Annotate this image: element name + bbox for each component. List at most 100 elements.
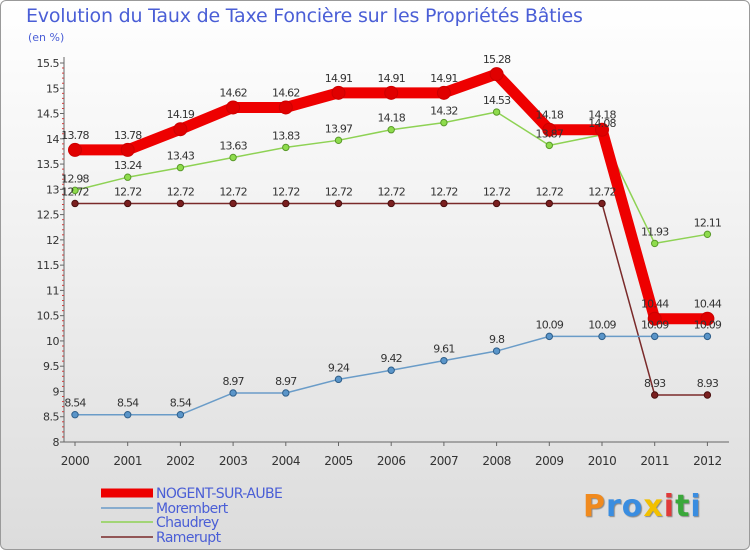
y-tick-label: 8 xyxy=(53,436,60,449)
data-label: 13.63 xyxy=(219,139,247,152)
data-label: 12.72 xyxy=(219,185,247,198)
data-point xyxy=(703,391,712,399)
data-label: 14.18 xyxy=(588,109,616,122)
data-label: 13.87 xyxy=(536,127,564,140)
logo-letter: i xyxy=(690,489,702,524)
legend-label: Chaudrey xyxy=(156,515,219,531)
y-tick-label: 13.5 xyxy=(37,158,60,171)
data-point xyxy=(387,199,395,208)
data-point xyxy=(176,411,185,419)
x-tick-label: 2003 xyxy=(219,454,248,468)
logo-letter: o xyxy=(621,489,644,524)
data-point xyxy=(282,143,290,152)
y-tick-label: 13 xyxy=(46,183,59,196)
y-tick-label: 15 xyxy=(46,82,59,95)
data-label: 13.83 xyxy=(272,129,300,142)
data-label: 12.72 xyxy=(114,185,142,198)
data-point xyxy=(334,136,343,145)
data-label: 9.8 xyxy=(489,333,505,346)
data-label: 14.62 xyxy=(219,86,247,99)
data-point xyxy=(700,311,715,326)
data-point xyxy=(440,356,448,365)
data-point xyxy=(384,85,399,100)
data-point xyxy=(173,122,188,137)
x-tick-label: 2006 xyxy=(377,454,406,468)
data-point xyxy=(124,199,132,208)
data-label: 13.78 xyxy=(114,129,142,142)
data-point xyxy=(124,411,132,419)
x-tick-label: 2008 xyxy=(482,454,511,468)
y-tick-label: 15.5 xyxy=(37,57,60,70)
data-label: 8.97 xyxy=(275,375,297,388)
legend-label: NOGENT-SUR-AUBE xyxy=(156,486,282,502)
data-label: 13.24 xyxy=(114,159,142,172)
logo-letter: x xyxy=(643,489,664,524)
data-point xyxy=(71,186,79,195)
data-point xyxy=(334,375,343,384)
data-point xyxy=(387,366,395,374)
logo-letter: i xyxy=(663,489,676,524)
data-label: 8.93 xyxy=(697,377,719,390)
y-tick-label: 14.5 xyxy=(37,108,60,121)
data-point xyxy=(176,199,185,208)
data-point xyxy=(436,85,451,100)
proxiti-logo: Proxiti xyxy=(583,489,702,524)
x-tick-label: 2001 xyxy=(113,454,142,468)
data-label: 14.91 xyxy=(430,72,458,85)
data-point xyxy=(226,100,241,115)
data-point xyxy=(334,199,343,208)
y-tick-label: 14 xyxy=(46,133,59,146)
data-label: 12.72 xyxy=(377,185,405,198)
data-point xyxy=(68,142,82,157)
data-label: 10.09 xyxy=(641,318,669,331)
data-label: 12.72 xyxy=(61,185,89,198)
data-point xyxy=(282,389,290,397)
data-point xyxy=(492,199,501,208)
data-point xyxy=(176,163,185,172)
data-label: 14.53 xyxy=(483,94,511,107)
data-label: 11.93 xyxy=(641,225,669,238)
y-tick-label: 8.5 xyxy=(43,411,59,424)
data-label: 13.97 xyxy=(325,122,353,135)
data-label: 8.93 xyxy=(644,377,666,390)
data-point xyxy=(278,100,293,115)
data-point xyxy=(489,67,504,82)
data-label: 12.11 xyxy=(694,216,722,229)
data-point xyxy=(545,199,553,208)
logo-letter: t xyxy=(675,489,691,524)
x-tick-label: 2000 xyxy=(61,454,90,468)
data-label: 8.54 xyxy=(170,397,192,410)
data-point xyxy=(331,85,346,100)
data-label: 10.09 xyxy=(536,318,564,331)
data-label: 10.44 xyxy=(694,298,722,311)
data-point xyxy=(703,230,712,239)
data-point xyxy=(651,391,659,399)
logo-letter: r xyxy=(606,489,622,524)
y-tick-label: 9 xyxy=(53,385,60,398)
legend-label: Ramerupt xyxy=(156,530,222,546)
data-point xyxy=(492,347,501,355)
data-point xyxy=(647,311,662,326)
y-tick-label: 11 xyxy=(46,284,59,297)
data-label: 12.72 xyxy=(167,185,195,198)
data-label: 14.62 xyxy=(272,86,300,99)
y-tick-label: 10.5 xyxy=(37,310,60,323)
x-tick-label: 2009 xyxy=(535,454,564,468)
data-label: 13.78 xyxy=(61,129,89,142)
y-tick-label: 9.5 xyxy=(43,360,59,373)
y-tick-label: 11.5 xyxy=(37,259,60,272)
data-label: 10.09 xyxy=(694,318,722,331)
data-label: 13.43 xyxy=(167,150,195,163)
data-point xyxy=(229,389,237,397)
y-tick-label: 12.5 xyxy=(37,209,60,222)
data-label: 10.44 xyxy=(641,298,669,311)
series-line-ramerupt xyxy=(74,202,709,396)
data-point xyxy=(387,126,395,134)
data-point xyxy=(651,332,659,341)
data-label: 14.08 xyxy=(588,117,616,130)
data-point xyxy=(282,199,290,208)
data-point xyxy=(598,199,606,208)
x-tick-label: 2004 xyxy=(272,454,301,468)
data-point xyxy=(124,173,132,181)
